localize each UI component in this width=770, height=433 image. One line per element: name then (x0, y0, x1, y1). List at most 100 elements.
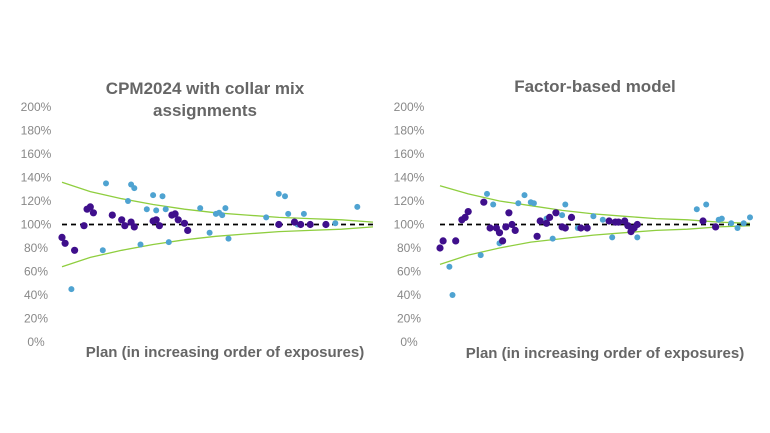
y-tick-label: 80% (24, 241, 48, 255)
y-tick-label: 100% (21, 218, 52, 232)
data-point-light (206, 229, 213, 236)
chart-title: CPM2024 with collar mix assignments (105, 79, 305, 120)
data-point-dark (439, 237, 447, 245)
data-point-dark (624, 222, 632, 230)
data-point-dark (480, 198, 488, 206)
data-point-light (332, 220, 339, 227)
data-point-light (740, 220, 747, 227)
data-point-light (150, 192, 157, 199)
data-point-dark (184, 226, 192, 234)
y-tick-label: 20% (397, 312, 421, 326)
data-point-dark (486, 224, 494, 232)
data-point-light (515, 200, 522, 207)
data-point-dark (536, 217, 544, 225)
data-point-light (137, 241, 144, 248)
data-point-dark (89, 209, 97, 217)
y-tick-label: 140% (21, 171, 52, 185)
chart-panel-right: Factor-based model 0% 20% 40% 60% 80% 100% 120… (385, 0, 770, 433)
data-point-dark (130, 223, 138, 231)
data-point-dark (71, 246, 79, 254)
y-tick-label: 40% (24, 288, 48, 302)
data-point-light (521, 192, 528, 199)
data-point-dark (567, 213, 576, 221)
chart-panel-left: CPM2024 with collar mix assignments 0% 20… (21, 79, 374, 361)
data-point-light (197, 205, 204, 212)
data-point-dark (80, 222, 88, 230)
data-point-dark (542, 219, 551, 227)
data-point-light (477, 252, 484, 259)
data-point-dark (505, 209, 513, 217)
data-point-light (490, 201, 497, 208)
y-tick-label: 180% (21, 124, 52, 138)
data-point-light (530, 200, 537, 207)
data-point-light (559, 212, 566, 219)
data-point-light (263, 214, 270, 221)
data-point-light (165, 239, 172, 246)
y-tick-label: 60% (24, 265, 48, 279)
y-tick-label: 40% (397, 288, 421, 302)
data-point-dark (508, 220, 516, 229)
data-point-dark (58, 233, 66, 241)
y-tick-label: 160% (21, 147, 52, 161)
y-tick-label: 0% (27, 335, 45, 349)
data-point-light (159, 193, 166, 200)
y-tick-label: 200% (394, 100, 425, 114)
y-tick-label: 20% (24, 312, 48, 326)
data-point-light (728, 220, 735, 227)
data-point-light (225, 235, 232, 242)
lower-band-line (61, 226, 374, 268)
data-point-light (103, 180, 109, 187)
data-point-light (590, 213, 597, 220)
data-point-light (354, 203, 361, 210)
data-point-light (99, 247, 106, 254)
data-point-light (446, 263, 453, 270)
data-point-dark (533, 232, 541, 240)
x-axis-label: Plan (in increasing order of exposures) (85, 344, 365, 361)
data-point-dark (118, 216, 126, 224)
data-point-dark (633, 220, 641, 229)
data-point-dark (464, 208, 472, 216)
data-point-light (484, 190, 490, 197)
data-point-light (634, 234, 641, 241)
data-point-light (703, 201, 710, 208)
data-point-dark (436, 244, 444, 252)
data-point-dark (502, 223, 510, 231)
lower-band-line (439, 225, 751, 266)
data-point-light (300, 210, 307, 217)
data-point-dark (546, 213, 554, 221)
data-point-dark (180, 219, 189, 227)
data-point-dark (152, 216, 160, 224)
data-point-dark (86, 203, 94, 211)
data-point-dark (297, 220, 305, 229)
data-point-light (549, 235, 556, 242)
data-point-dark (155, 222, 163, 230)
data-point-dark (322, 220, 330, 229)
data-point-light (599, 216, 606, 223)
data-point-dark (583, 224, 591, 232)
data-point-light (562, 201, 569, 208)
data-point-dark (306, 220, 314, 229)
y-tick-label: 160% (394, 147, 425, 161)
y-tick-label: 140% (394, 171, 425, 185)
data-point-light (734, 225, 741, 231)
data-point-dark (605, 217, 613, 225)
data-point-light (131, 185, 138, 192)
data-point-dark (461, 213, 469, 221)
data-point-dark (699, 217, 707, 225)
data-point-light (219, 212, 226, 219)
data-point-light (747, 214, 753, 221)
y-tick-label: 120% (394, 194, 425, 208)
data-point-dark (452, 237, 460, 245)
data-point-dark (561, 224, 569, 232)
x-axis-label: Plan (in increasing order of exposures) (465, 345, 745, 362)
data-point-light (125, 198, 131, 204)
data-point-light (282, 193, 288, 200)
data-point-light (609, 234, 616, 241)
data-point-light (285, 210, 292, 217)
chart-title: Factor-based model (514, 77, 676, 96)
data-point-dark (61, 239, 69, 247)
data-point-light (68, 286, 75, 293)
data-point-light (143, 206, 150, 213)
y-tick-label: 120% (21, 194, 52, 208)
data-point-dark (108, 211, 116, 219)
